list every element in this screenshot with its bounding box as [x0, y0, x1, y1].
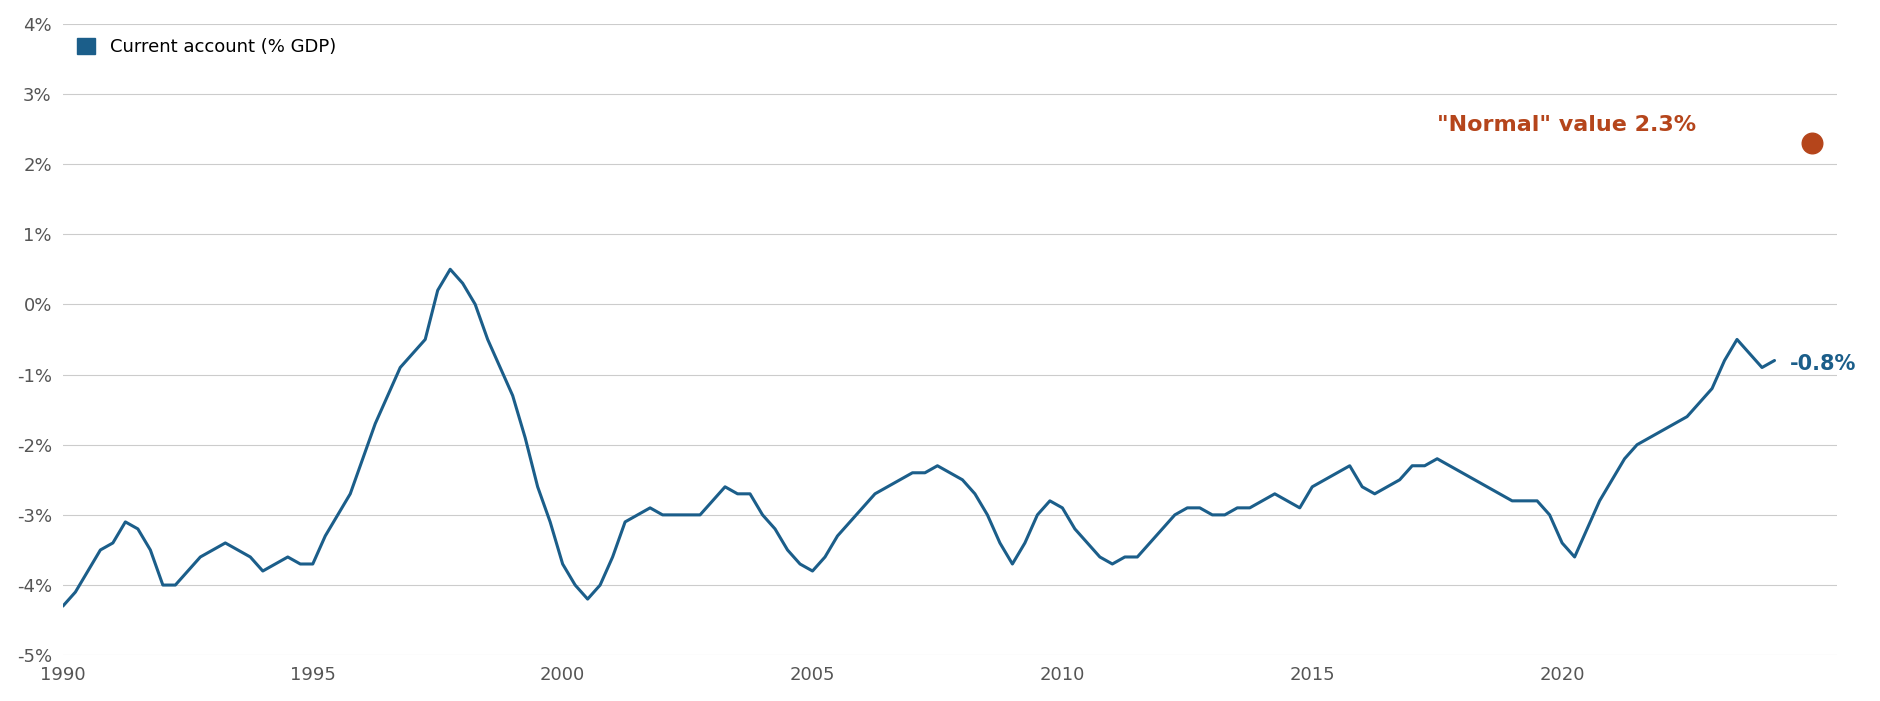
- Legend: Current account (% GDP): Current account (% GDP): [71, 33, 342, 62]
- Point: [1795, 137, 1825, 149]
- Text: "Normal" value 2.3%: "Normal" value 2.3%: [1436, 116, 1696, 135]
- Text: -0.8%: -0.8%: [1788, 354, 1856, 374]
